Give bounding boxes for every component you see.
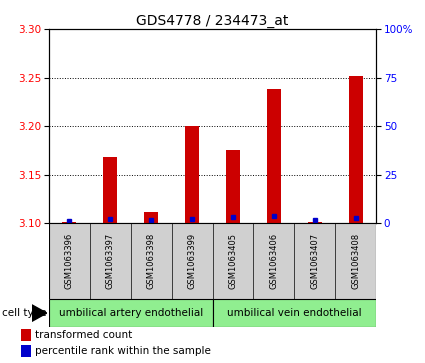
Bar xyxy=(308,222,322,223)
Bar xyxy=(348,76,363,223)
Text: transformed count: transformed count xyxy=(35,330,133,340)
Text: GSM1063398: GSM1063398 xyxy=(147,233,156,289)
Bar xyxy=(62,222,76,223)
Bar xyxy=(185,126,199,223)
Polygon shape xyxy=(32,305,47,321)
Text: GSM1063399: GSM1063399 xyxy=(187,233,196,289)
Bar xyxy=(212,299,376,327)
Bar xyxy=(103,157,117,223)
Bar xyxy=(144,212,158,223)
Bar xyxy=(21,345,31,357)
Bar xyxy=(267,89,281,223)
Bar xyxy=(226,150,240,223)
Text: GSM1063396: GSM1063396 xyxy=(65,233,74,289)
Text: GSM1063407: GSM1063407 xyxy=(310,233,319,289)
Text: cell type: cell type xyxy=(2,308,47,318)
Bar xyxy=(21,329,31,341)
Text: GSM1063406: GSM1063406 xyxy=(269,233,278,289)
Text: umbilical vein endothelial: umbilical vein endothelial xyxy=(227,308,362,318)
Text: percentile rank within the sample: percentile rank within the sample xyxy=(35,346,211,356)
Text: GSM1063397: GSM1063397 xyxy=(106,233,115,289)
Text: umbilical artery endothelial: umbilical artery endothelial xyxy=(59,308,203,318)
Title: GDS4778 / 234473_at: GDS4778 / 234473_at xyxy=(136,14,289,28)
Bar xyxy=(49,299,212,327)
Text: GSM1063408: GSM1063408 xyxy=(351,233,360,289)
Text: GSM1063405: GSM1063405 xyxy=(229,233,238,289)
